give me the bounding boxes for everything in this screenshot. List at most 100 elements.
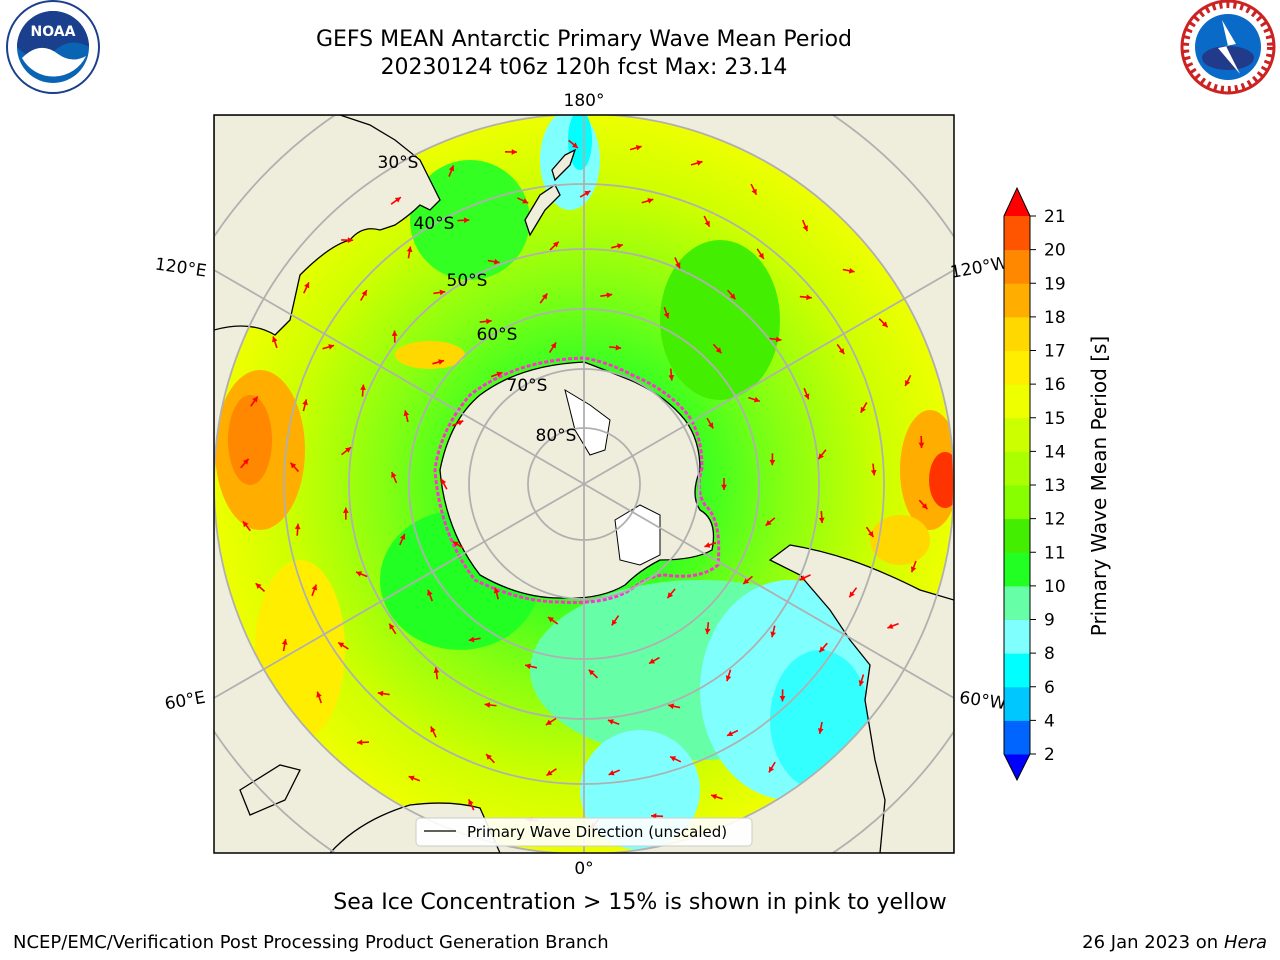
wave-arrow-head xyxy=(360,384,366,391)
wave-arrow-head xyxy=(408,775,415,782)
wave-arrow-head xyxy=(651,813,657,819)
wave-arrow-head xyxy=(545,719,552,725)
map-frame xyxy=(213,114,955,854)
wave-arrow-head xyxy=(751,188,757,195)
wave-arrow-head xyxy=(667,592,674,599)
wave-arrow-head xyxy=(606,292,613,299)
colorbar-segment xyxy=(1004,653,1030,688)
wave-arrow-head xyxy=(389,623,395,630)
wave-arrow-head xyxy=(588,669,595,676)
wave-arrow-head xyxy=(607,719,614,725)
colorbar-tick-label: 6 xyxy=(1044,678,1055,698)
wave-arrow-head xyxy=(347,237,354,243)
colorbar-segment xyxy=(1004,552,1030,587)
colorbar-tick-label: 12 xyxy=(1044,510,1066,530)
footer-credit: NCEP/EMC/Verification Post Processing Pr… xyxy=(13,932,609,953)
wave-arrow-head xyxy=(394,197,401,203)
colorbar-extend-max xyxy=(1004,188,1030,216)
wave-arrow-head xyxy=(484,702,491,708)
wave-arrow-head xyxy=(391,330,398,336)
wave-arrow-head xyxy=(696,160,703,166)
map-legend: Primary Wave Direction (unscaled) xyxy=(415,817,753,847)
wave-arrow-head xyxy=(541,293,548,300)
wave-arrow-head xyxy=(704,628,711,635)
colorbar-segment xyxy=(1004,384,1030,419)
wave-arrow-head xyxy=(868,531,874,538)
wave-arrow-head xyxy=(817,728,824,734)
colorbar-segment xyxy=(1004,417,1030,452)
colorbar-segment xyxy=(1004,216,1030,251)
noaa-logo: NOAA xyxy=(6,0,100,94)
wave-arrow-head xyxy=(522,198,529,204)
map-panel xyxy=(214,115,954,853)
colorbar-extend-min xyxy=(1004,754,1030,780)
wave-arrow-head xyxy=(486,318,492,325)
lat-label-30s: 30°S xyxy=(378,153,419,173)
legend-label: Primary Wave Direction (unscaled) xyxy=(467,823,727,841)
wave-arrow-head xyxy=(647,198,654,204)
lat-label-70s: 70°S xyxy=(507,376,548,396)
lat-label-40s: 40°S xyxy=(414,214,455,234)
south-america xyxy=(768,544,954,853)
wave-arrow-head xyxy=(406,246,413,253)
wave-arrow-head xyxy=(290,462,297,469)
wave-arrow-head xyxy=(611,619,618,626)
wave-arrow-head xyxy=(905,380,911,387)
nws-logo xyxy=(1180,0,1276,95)
wave-arrow-head xyxy=(804,393,810,400)
wave-arrow-head xyxy=(493,587,500,594)
wave-arrow-head xyxy=(765,520,772,526)
wave-arrow-head xyxy=(242,521,249,528)
wave-arrow-head xyxy=(463,217,470,224)
colorbar-segment xyxy=(1004,619,1030,654)
lat-label-50s: 50°S xyxy=(447,271,488,291)
wave-arrow-head xyxy=(468,799,474,806)
colorbar-tick-label: 10 xyxy=(1044,577,1066,597)
wave-arrow-head xyxy=(753,396,760,403)
wave-arrow-head xyxy=(858,680,865,686)
lat-label-80s: 80°S xyxy=(536,426,577,446)
wave-arrow-head xyxy=(848,267,855,274)
wave-arrow-head xyxy=(302,399,308,406)
chart-title: GEFS MEAN Antarctic Primary Wave Mean Pe… xyxy=(315,27,853,52)
wave-arrow-head xyxy=(668,703,675,710)
wave-arrow-head xyxy=(649,658,656,664)
wave-arrow-head xyxy=(294,523,301,530)
lon-label-180: 180° xyxy=(564,91,605,111)
wave-arrow-head xyxy=(525,663,531,670)
colorbar-tick-label: 19 xyxy=(1044,274,1066,294)
colorbar-segment xyxy=(1004,686,1030,721)
wave-arrow-head xyxy=(849,591,855,598)
wave-arrow-head xyxy=(316,691,322,698)
wave-arrow-head xyxy=(427,589,433,596)
madagascar xyxy=(239,764,301,816)
footer-date-text: 26 Jan 2023 on xyxy=(1082,932,1224,953)
wave-arrow-head xyxy=(608,770,615,776)
wave-arrow-head xyxy=(819,646,826,653)
new-zealand-north xyxy=(551,148,577,182)
lon-label-60e: 60°E xyxy=(163,688,207,715)
wave-arrow-head xyxy=(711,794,717,800)
wave-arrow-head xyxy=(403,410,410,417)
colorbar-tick-label: 14 xyxy=(1044,442,1066,462)
wave-arrow-head xyxy=(439,289,446,296)
wave-arrow-head xyxy=(272,336,278,343)
wave-arrow-head xyxy=(838,348,845,355)
wave-arrow-head xyxy=(255,583,262,589)
wave-arrow-head xyxy=(391,471,397,478)
wave-arrow-head xyxy=(468,636,475,643)
wave-arrow-head xyxy=(617,243,623,249)
wave-arrow-head xyxy=(328,344,335,350)
colorbar-segment xyxy=(1004,350,1030,385)
wave-arrow-head xyxy=(438,359,444,365)
lat-label-60s: 60°S xyxy=(477,325,518,345)
wave-arrow-head xyxy=(725,675,732,682)
colorbar-tick-label: 20 xyxy=(1044,241,1066,261)
colorbar-tick-label: 4 xyxy=(1044,711,1055,731)
wave-arrow-head xyxy=(457,420,464,426)
footer-date: 26 Jan 2023 on Hera xyxy=(1082,932,1267,953)
wave-arrow-head xyxy=(715,347,722,354)
sea-ice-note: Sea Ice Concentration > 15% is shown in … xyxy=(333,890,947,915)
wave-arrow-head xyxy=(768,766,775,773)
colorbar-segment xyxy=(1004,518,1030,553)
